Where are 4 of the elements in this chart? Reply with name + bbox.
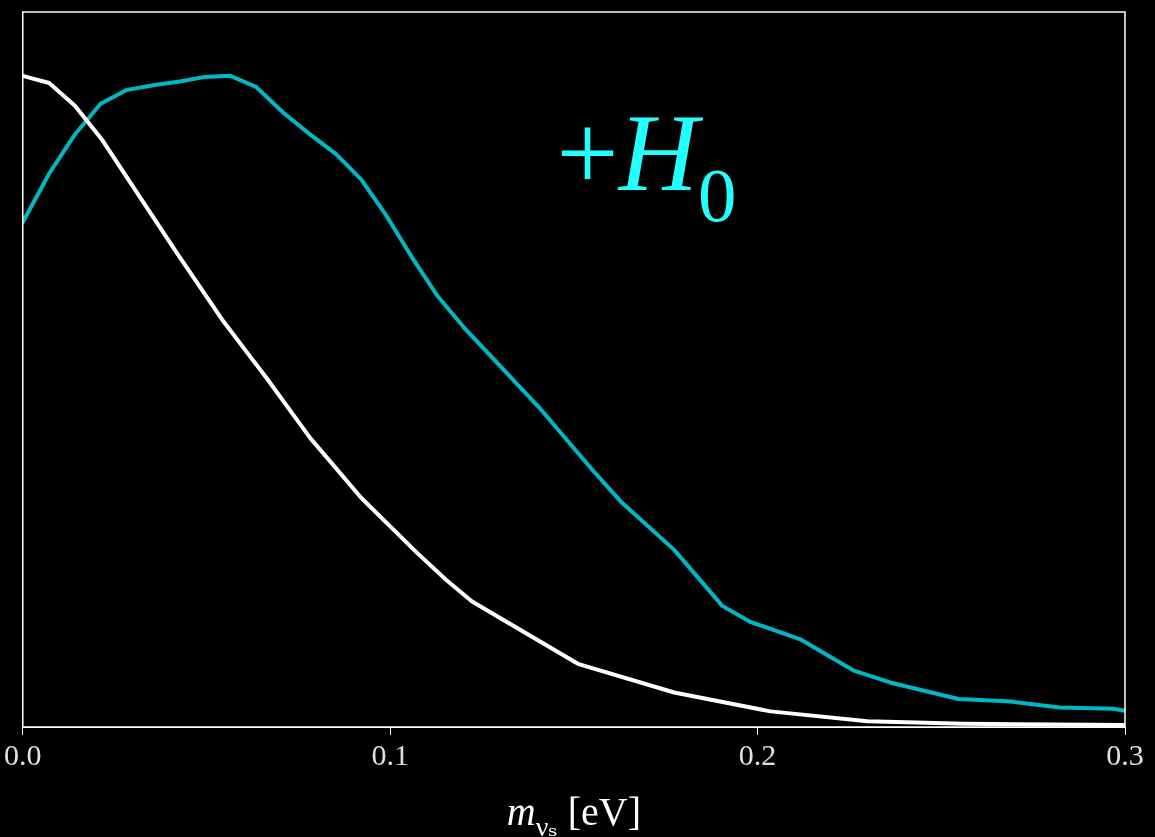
- x-tick-label: 0.3: [1106, 737, 1144, 771]
- x-tick-label: 0.1: [371, 737, 409, 771]
- x-tick-label: 0.2: [738, 737, 777, 771]
- x-tick-label: 0.0: [4, 737, 42, 771]
